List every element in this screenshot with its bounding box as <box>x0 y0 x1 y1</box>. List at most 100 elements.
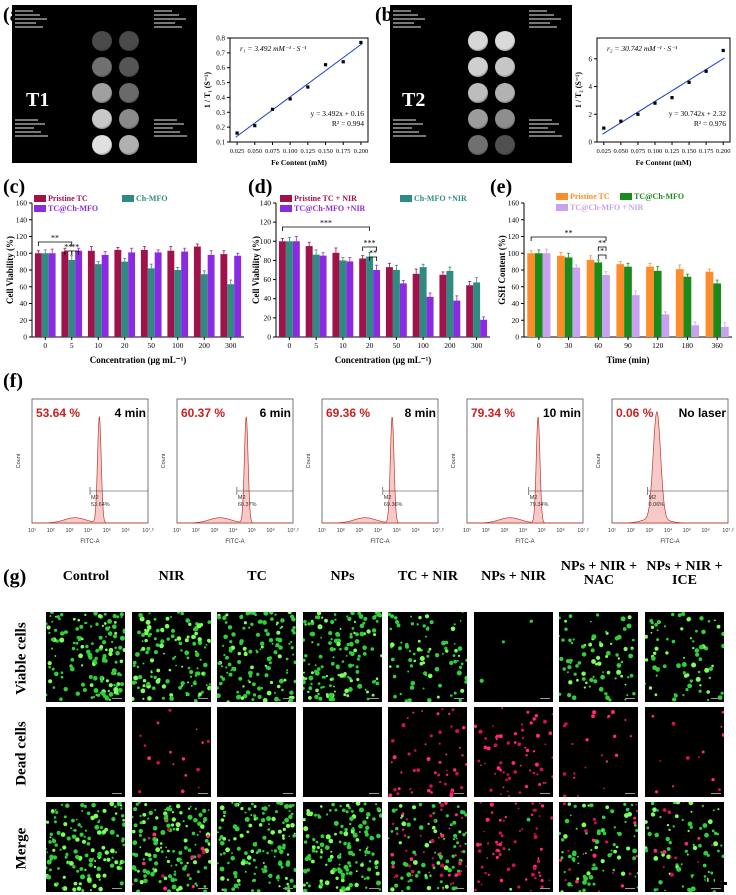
flow-x-tick-label: 10⁷.² <box>577 527 589 534</box>
flow-gate-value: 79.34% <box>530 502 549 508</box>
flow-x-tick-label: 10³ <box>500 528 508 534</box>
bar <box>683 276 692 337</box>
bar <box>446 270 454 337</box>
flow-y-axis-label: Count <box>306 453 312 468</box>
x-tick-label: 0.050 <box>614 148 629 155</box>
legend-swatch <box>620 193 632 200</box>
flow-x-tick-label: 10² <box>337 528 345 534</box>
y-tick-label: 120 <box>16 232 28 241</box>
data-point <box>636 112 640 116</box>
flow-gate-value: 60.37% <box>238 502 257 508</box>
relaxivity-annotation: r₁ = 3.492 mM⁻¹ · S⁻¹ <box>240 44 307 53</box>
legend-swatch <box>34 195 46 202</box>
x-tick-label: 20 <box>121 341 129 350</box>
bar <box>94 264 102 337</box>
fluorescence-image <box>644 612 724 702</box>
x-tick-label: 0.150 <box>318 148 333 155</box>
bar <box>426 296 434 337</box>
legend-label: Ch-MFO <box>136 194 168 203</box>
y-tick-label: 60 <box>264 275 272 284</box>
y-axis-label: Cell Viability (%) <box>5 236 15 304</box>
fluorescence-image <box>46 802 125 892</box>
y-tick-label: 40 <box>264 294 272 303</box>
y-axis-label: 1 / T₁ (S⁻¹) <box>203 72 212 109</box>
r-squared: R² = 0.976 <box>694 119 726 128</box>
bar <box>34 253 42 337</box>
bar <box>181 251 189 337</box>
data-point <box>721 48 725 53</box>
x-tick-label: 0.175 <box>336 148 351 155</box>
flow-x-tick-label: 10⁵ <box>393 527 401 534</box>
bar <box>147 268 155 337</box>
fluorescence-image <box>473 707 553 797</box>
y-tick-label: 0.8 <box>216 35 225 43</box>
fluorescence-image <box>559 612 638 702</box>
y-tick-label: 60 <box>20 282 28 291</box>
bar <box>385 267 393 337</box>
cell-dots <box>46 802 125 892</box>
flow-x-tick-label: 10² <box>627 528 635 534</box>
x-tick-label: 120 <box>652 341 664 350</box>
bar <box>480 319 488 337</box>
image-scale-mark <box>625 698 635 699</box>
y-tick-label: 0 <box>515 333 519 342</box>
mri-sample-dot <box>468 31 488 51</box>
bar <box>705 271 714 337</box>
bar <box>332 252 340 337</box>
flow-x-tick-label: 10³ <box>645 528 653 534</box>
flow-x-tick-label: 10⁵ <box>103 527 111 534</box>
x-axis-label: Fe Content (mM) <box>271 158 327 167</box>
significance-mark: *** <box>364 239 376 248</box>
bar <box>312 254 320 337</box>
x-tick-label: 180 <box>682 341 694 350</box>
flow-x-tick-label: 10² <box>482 528 490 534</box>
significance-mark: ** <box>71 243 79 252</box>
bar <box>234 255 242 337</box>
fluorescence-image <box>131 707 211 797</box>
y-tick-label: 0 <box>23 333 27 342</box>
chart-d-cell-viability-nir: 0 20 40 60 80 100 120 140 0 5 10 20 50 100 200 300 Conce… <box>251 194 490 365</box>
y-tick-label: 0.6 <box>216 64 225 72</box>
bar <box>586 259 595 337</box>
flow-time-label: No laser <box>679 406 727 420</box>
bar <box>193 246 201 337</box>
flow-x-tick-label: 10¹ <box>608 528 616 534</box>
bar <box>121 261 129 337</box>
y-tick-label: 0.7 <box>216 49 225 57</box>
fit-line <box>235 43 363 138</box>
bar <box>646 266 654 337</box>
bar <box>616 264 625 337</box>
cell-dots <box>137 708 210 794</box>
flow-x-tick-label: 10¹ <box>28 528 36 534</box>
cell-dots <box>651 711 724 794</box>
flow-panel: 10¹ 10² 10³ 10⁴ 10⁵ 10⁶ 10⁷.²FITC-ACountM260.3… <box>161 398 299 545</box>
flow-x-tick-label: 10⁴ <box>664 527 673 534</box>
bar <box>572 267 581 337</box>
y-tick-label: 140 <box>508 215 520 224</box>
legend-label: TC@Ch-MFO + NIR <box>570 203 644 212</box>
fluorescence-image <box>302 707 382 797</box>
legend-label: Ch-MFO +NIR <box>414 194 467 203</box>
cell-dots <box>217 612 296 702</box>
cell-dots <box>217 802 296 892</box>
chart-e-gsh-content: 0 20 40 60 80 100 120 140 160 0 30 60 90 120 180 360 Tim… <box>497 192 732 365</box>
image-scale-mark <box>710 698 721 699</box>
fluorescence-image <box>644 707 724 797</box>
y-tick-label: 0.2 <box>216 124 225 132</box>
flow-x-axis-label: FITC-A <box>370 539 389 545</box>
image-scale-mark <box>197 698 208 699</box>
flow-x-tick-label: 10⁴ <box>519 527 528 534</box>
image-scale-mark <box>368 698 379 699</box>
x-axis-label: Concentration (μg mL⁻¹) <box>90 355 187 365</box>
cell-dots <box>473 707 553 797</box>
flow-panel: 10¹ 10² 10³ 10⁴ 10⁵ 10⁶ 10⁷.²FITC-ACountM20.06… <box>596 398 734 545</box>
bar <box>87 250 95 337</box>
image-scale-mark <box>197 793 208 794</box>
flow-gate-value: 0.06% <box>649 502 665 508</box>
flow-x-tick-label: 10⁷.² <box>287 527 299 534</box>
bar <box>207 254 215 337</box>
x-tick-label: 10 <box>339 341 347 350</box>
fluorescence-image <box>473 612 553 702</box>
legend-swatch <box>34 205 46 212</box>
mri-sample-dot <box>468 109 488 129</box>
